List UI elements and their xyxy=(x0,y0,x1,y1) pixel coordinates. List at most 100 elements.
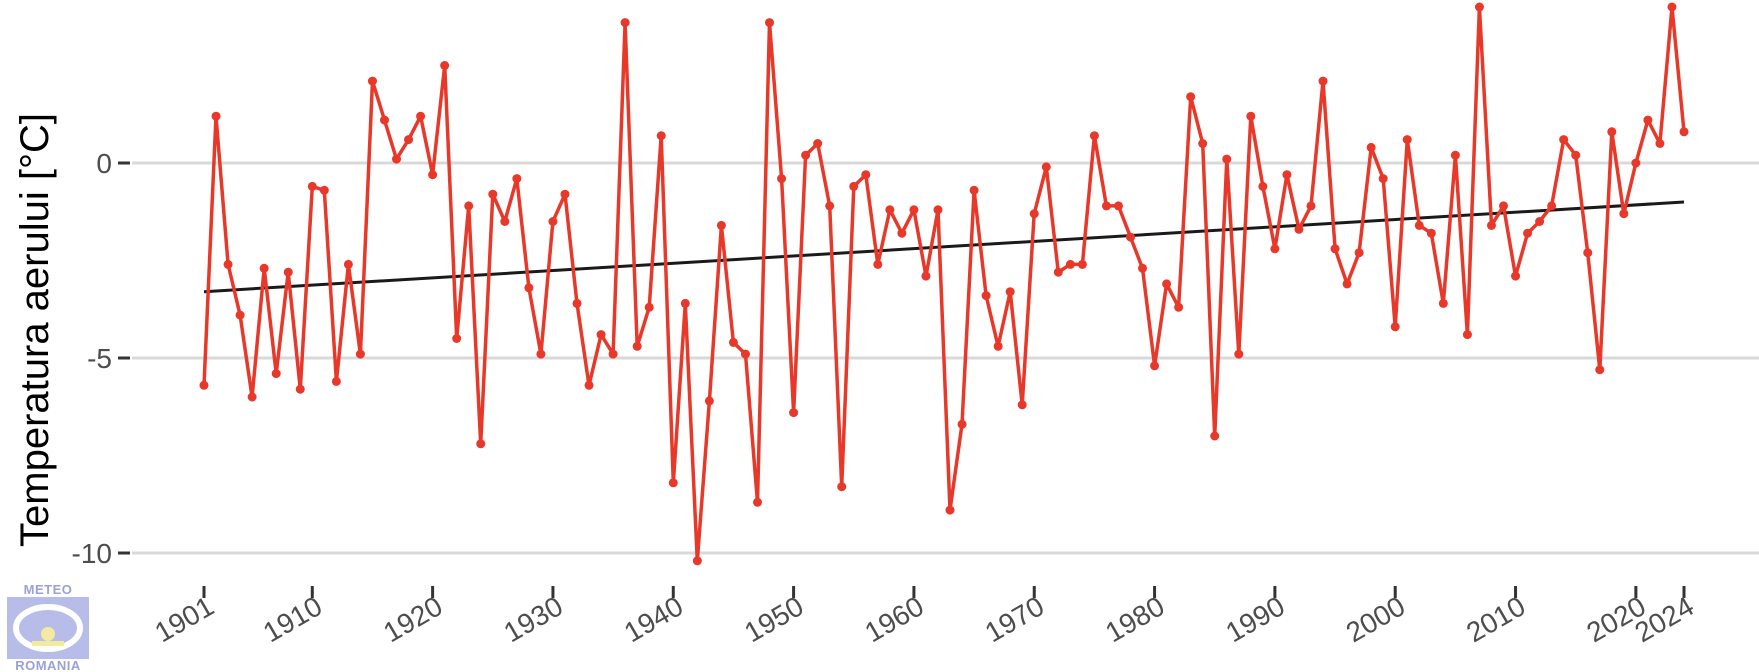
data-point-2024 xyxy=(1679,127,1689,137)
data-point-2004 xyxy=(1438,298,1448,308)
data-point-1968 xyxy=(1005,287,1015,297)
data-point-2021 xyxy=(1643,115,1653,125)
data-point-2013 xyxy=(1547,201,1557,211)
data-point-2012 xyxy=(1535,217,1545,226)
data-point-1905 xyxy=(247,392,257,402)
data-point-1996 xyxy=(1342,279,1352,289)
x-tick-label: 1910 xyxy=(258,590,327,648)
logo-horizon xyxy=(32,641,64,646)
data-point-1908 xyxy=(283,267,293,277)
data-point-2017 xyxy=(1595,365,1605,375)
data-point-1955 xyxy=(849,181,859,191)
x-tick-label: 1980 xyxy=(1100,590,1169,648)
data-point-1928 xyxy=(524,283,534,293)
data-point-1902 xyxy=(211,111,221,121)
data-point-1995 xyxy=(1330,244,1340,254)
meteo-romania-logo: METEO ROMANIA xyxy=(7,582,89,672)
data-point-1913 xyxy=(343,259,353,269)
data-point-1987 xyxy=(1234,349,1244,359)
data-point-1977 xyxy=(1113,201,1123,211)
data-point-1907 xyxy=(271,369,281,379)
data-point-1954 xyxy=(837,482,847,492)
data-point-2006 xyxy=(1462,330,1472,340)
data-point-1967 xyxy=(993,341,1003,351)
x-tick-label: 1920 xyxy=(378,590,447,648)
series-layer xyxy=(199,2,1689,566)
data-point-1926 xyxy=(500,217,510,226)
data-point-2023 xyxy=(1667,2,1677,12)
data-point-1915 xyxy=(367,76,377,86)
data-point-1918 xyxy=(404,135,414,145)
y-axis-label: Temperatura aerului [°C] xyxy=(13,113,57,547)
data-point-1922 xyxy=(452,334,462,343)
data-point-1937 xyxy=(632,341,642,351)
data-point-2009 xyxy=(1499,201,1509,211)
data-point-1933 xyxy=(584,380,594,390)
data-point-1946 xyxy=(740,349,750,359)
data-point-1941 xyxy=(680,298,690,308)
data-point-1919 xyxy=(416,111,426,121)
x-tick-label: 1950 xyxy=(739,590,808,648)
data-point-1993 xyxy=(1306,201,1316,211)
data-point-1980 xyxy=(1150,361,1160,371)
data-point-1962 xyxy=(933,205,943,215)
data-point-1990 xyxy=(1270,244,1280,254)
data-point-1904 xyxy=(235,310,245,320)
data-point-1958 xyxy=(885,205,895,215)
data-point-1903 xyxy=(223,259,233,269)
logo-sun xyxy=(41,627,55,641)
data-point-2014 xyxy=(1559,135,1569,145)
logo-bottom-text: ROMANIA xyxy=(15,658,81,672)
data-point-1991 xyxy=(1282,170,1292,180)
data-point-1960 xyxy=(909,205,919,215)
data-point-1944 xyxy=(716,220,726,230)
x-tick-label: 2010 xyxy=(1461,590,1530,648)
data-point-2005 xyxy=(1450,150,1460,160)
data-point-1992 xyxy=(1294,224,1304,234)
data-point-1966 xyxy=(981,291,991,301)
data-point-1925 xyxy=(488,189,498,199)
data-point-1957 xyxy=(873,259,883,269)
data-point-1952 xyxy=(813,139,823,148)
x-tick-label: 1930 xyxy=(498,590,567,648)
data-point-1943 xyxy=(704,396,714,406)
temperature-series-line xyxy=(202,5,1686,563)
data-point-1982 xyxy=(1174,302,1184,312)
x-axis-ticks: 1901 1910 1920 1930 1940 1950 1960 1970 1980 1990… xyxy=(150,586,1699,648)
data-point-1997 xyxy=(1354,248,1364,258)
data-point-1930 xyxy=(548,217,558,226)
data-point-2002 xyxy=(1414,220,1424,230)
data-point-2018 xyxy=(1607,127,1617,137)
data-point-1981 xyxy=(1162,279,1172,289)
data-point-1917 xyxy=(392,154,402,164)
data-point-2022 xyxy=(1655,139,1665,148)
data-point-1934 xyxy=(596,330,606,340)
data-point-1906 xyxy=(259,263,269,273)
x-tick-label: 2000 xyxy=(1341,590,1410,648)
data-point-1998 xyxy=(1366,142,1376,152)
x-tick-label: 1901 xyxy=(150,590,219,648)
data-point-1912 xyxy=(331,376,341,386)
data-point-1939 xyxy=(656,131,666,141)
data-point-1963 xyxy=(945,505,955,515)
data-point-1914 xyxy=(355,349,365,359)
data-point-1942 xyxy=(692,556,702,566)
data-point-1931 xyxy=(560,189,570,199)
data-point-1956 xyxy=(861,170,871,180)
data-point-1935 xyxy=(608,349,618,359)
data-point-1929 xyxy=(536,349,546,359)
data-point-1936 xyxy=(620,18,630,28)
data-point-1961 xyxy=(921,271,931,281)
data-point-1975 xyxy=(1089,131,1099,141)
data-point-1924 xyxy=(476,439,486,449)
data-point-2016 xyxy=(1583,248,1593,258)
data-point-1938 xyxy=(644,302,654,312)
data-point-1921 xyxy=(440,61,450,70)
data-point-1945 xyxy=(728,337,738,347)
y-tick-label: -5 xyxy=(87,343,112,374)
data-point-1985 xyxy=(1210,431,1220,441)
y-axis-ticks: 0 -5 -10 xyxy=(72,148,130,569)
data-point-1979 xyxy=(1138,263,1148,273)
data-point-1976 xyxy=(1101,201,1111,211)
data-point-2008 xyxy=(1486,220,1496,230)
